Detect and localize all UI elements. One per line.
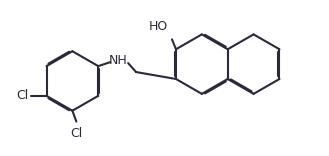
Text: NH: NH [109, 54, 128, 67]
Text: Cl: Cl [16, 89, 29, 102]
Text: HO: HO [149, 20, 168, 33]
Text: Cl: Cl [70, 127, 83, 140]
